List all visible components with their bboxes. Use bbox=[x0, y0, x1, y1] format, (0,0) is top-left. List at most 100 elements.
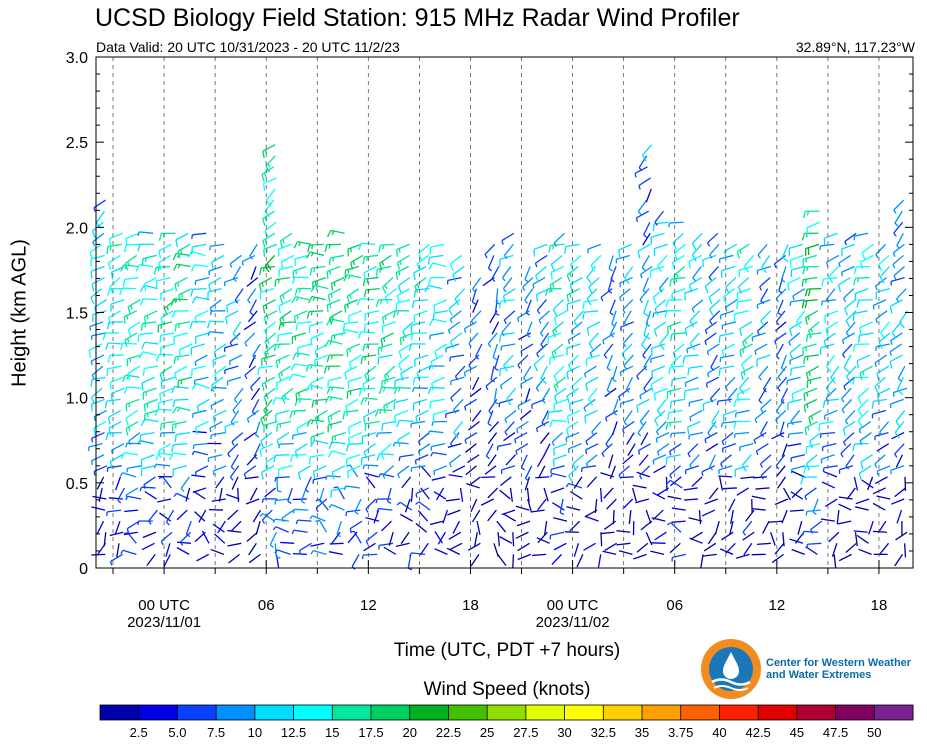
barb-shaft bbox=[897, 365, 906, 379]
wind-barb bbox=[380, 520, 392, 532]
barb-shaft bbox=[551, 343, 564, 354]
barb-shaft bbox=[141, 465, 156, 470]
wind-barb bbox=[801, 232, 819, 241]
wind-barb bbox=[821, 443, 837, 452]
wind-barb bbox=[198, 509, 207, 523]
barb-flag bbox=[276, 424, 279, 432]
logo-text-line-1: Center for Western Weather bbox=[766, 657, 912, 669]
barb-shaft bbox=[754, 409, 767, 420]
barb-flag bbox=[428, 277, 432, 285]
wind-barb bbox=[733, 310, 749, 322]
wind-barb bbox=[618, 550, 633, 556]
wind-barb bbox=[126, 520, 140, 533]
wind-barb bbox=[459, 487, 464, 502]
barb-shaft bbox=[843, 354, 852, 368]
wind-barb bbox=[244, 365, 257, 380]
barb-shaft bbox=[246, 277, 259, 287]
barb-flag bbox=[123, 386, 128, 394]
barb-half-flag bbox=[139, 487, 143, 492]
barb-flag bbox=[859, 327, 862, 336]
wind-barb bbox=[818, 420, 834, 432]
barb-flag bbox=[329, 317, 333, 325]
barb-shaft bbox=[193, 490, 206, 500]
barb-shaft bbox=[159, 387, 174, 395]
wind-barb bbox=[721, 443, 736, 453]
barb-flag bbox=[350, 262, 354, 270]
barb-flag bbox=[408, 343, 413, 352]
barb-flag bbox=[107, 317, 111, 326]
wind-barb bbox=[327, 450, 346, 458]
barb-half-flag bbox=[491, 278, 496, 283]
barb-shaft bbox=[760, 288, 769, 302]
barb-shaft bbox=[430, 243, 445, 248]
wind-barb bbox=[336, 520, 342, 538]
barb-shaft bbox=[110, 553, 124, 562]
barb-shaft bbox=[780, 266, 787, 280]
barb-shaft bbox=[397, 465, 410, 475]
barb-shaft bbox=[790, 254, 804, 261]
barb-shaft bbox=[725, 277, 737, 288]
barb-shaft bbox=[806, 221, 820, 229]
barb-half-flag bbox=[179, 541, 184, 546]
barb-shaft bbox=[873, 398, 888, 403]
barb-shaft bbox=[98, 487, 103, 502]
barb-shaft bbox=[509, 487, 514, 502]
wind-barb bbox=[262, 144, 276, 159]
wind-barb bbox=[857, 398, 869, 417]
barb-flag bbox=[297, 472, 302, 481]
barb-half-flag bbox=[567, 339, 571, 345]
wind-barb bbox=[310, 284, 329, 293]
wind-barb bbox=[430, 443, 446, 451]
barb-flag bbox=[889, 306, 893, 314]
barb-half-flag bbox=[781, 279, 786, 283]
barb-half-flag bbox=[93, 207, 96, 212]
wind-barb bbox=[667, 409, 683, 420]
barb-flag bbox=[822, 400, 826, 408]
wind-barb bbox=[711, 410, 720, 429]
barb-shaft bbox=[450, 432, 460, 445]
barb-shaft bbox=[585, 443, 599, 451]
wind-barb bbox=[894, 554, 904, 567]
wind-barb bbox=[780, 388, 789, 404]
barb-shaft bbox=[91, 365, 104, 376]
wind-barb bbox=[514, 432, 528, 444]
barb-half-flag bbox=[554, 328, 558, 333]
wind-barb bbox=[288, 373, 307, 382]
barb-shaft bbox=[666, 454, 681, 459]
wind-barb bbox=[830, 365, 840, 384]
wind-barb bbox=[190, 288, 207, 297]
wind-barb bbox=[354, 498, 362, 515]
wind-barb bbox=[470, 554, 480, 567]
wind-barb bbox=[709, 387, 721, 403]
barb-half-flag bbox=[727, 398, 732, 403]
barb-half-flag bbox=[639, 421, 644, 426]
barb-shaft bbox=[501, 266, 512, 279]
barb-half-flag bbox=[879, 431, 883, 436]
wind-barb bbox=[524, 476, 531, 491]
barb-flag bbox=[310, 382, 313, 391]
barb-shaft bbox=[552, 321, 564, 332]
wind-barb bbox=[223, 276, 239, 287]
wind-barb bbox=[362, 409, 377, 425]
barb-shaft bbox=[853, 530, 868, 533]
barb-shaft bbox=[588, 277, 600, 288]
wind-barb bbox=[450, 432, 460, 448]
wind-barb bbox=[274, 543, 281, 559]
wind-barb bbox=[158, 232, 176, 241]
wind-barb bbox=[398, 454, 414, 461]
barb-flag bbox=[274, 279, 277, 287]
wind-barb bbox=[804, 243, 820, 256]
wind-barb bbox=[327, 420, 342, 433]
barb-shaft bbox=[158, 398, 173, 404]
wind-barb bbox=[654, 210, 665, 226]
barb-shaft bbox=[636, 542, 649, 553]
barb-shaft bbox=[576, 554, 584, 568]
wind-barb bbox=[192, 443, 208, 450]
wind-barb bbox=[126, 465, 142, 473]
barb-flag bbox=[158, 250, 162, 259]
time-gridlines bbox=[112, 57, 880, 568]
barb-shaft bbox=[601, 443, 613, 454]
barb-half-flag bbox=[387, 500, 392, 505]
barb-flag bbox=[723, 250, 727, 259]
wind-barb bbox=[569, 520, 581, 532]
